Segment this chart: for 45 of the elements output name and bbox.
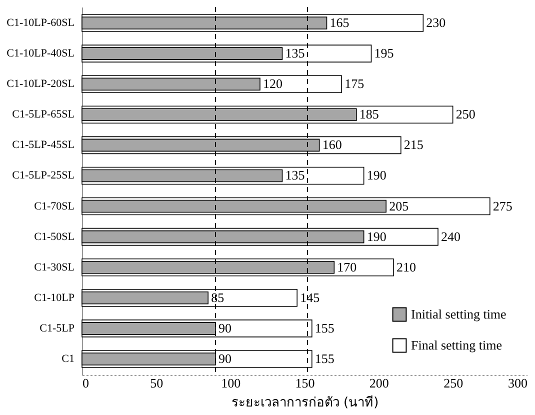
y-tick-label: C1-5LP-25SL xyxy=(12,170,75,182)
data-label: 195 xyxy=(374,46,394,61)
x-axis-title: ระยะเวลาการก่อตัว (นาที) xyxy=(231,394,379,410)
y-tick-label: C1-5LP-45SL xyxy=(12,139,75,152)
data-label: 170 xyxy=(337,259,357,274)
y-tick-label: C1-5LP xyxy=(40,322,74,334)
y-tick-label: C1-5LP-65SL xyxy=(12,108,75,121)
data-label: 250 xyxy=(456,106,476,122)
x-tick-label: 200 xyxy=(369,376,389,390)
x-tick-label: 300 xyxy=(508,376,528,390)
data-label: 185 xyxy=(359,106,379,122)
y-tick-label: C1-70SL xyxy=(34,200,75,212)
y-tick-label: C1-50SL xyxy=(34,230,75,243)
y-tick-label: C1-10LP-60SL xyxy=(6,17,75,30)
data-label: 135 xyxy=(285,168,305,183)
data-label: 190 xyxy=(366,228,386,244)
data-label: 215 xyxy=(404,137,424,152)
data-label: 240 xyxy=(441,228,460,244)
data-label: 230 xyxy=(426,15,446,30)
legend-label: Final setting time xyxy=(411,338,502,352)
data-label: 165 xyxy=(330,15,350,30)
x-tick-label: 250 xyxy=(444,376,464,390)
y-tick-label: C1-10LP-40SL xyxy=(6,48,75,60)
data-label: 160 xyxy=(322,137,342,152)
y-tick-label: C1-30SL xyxy=(34,261,75,274)
y-tick-label: C1 xyxy=(62,352,74,365)
x-tick-label: 150 xyxy=(295,376,315,390)
x-tick-label: 100 xyxy=(221,376,241,390)
data-label: 205 xyxy=(389,198,409,214)
x-tick-label: 50 xyxy=(150,376,164,390)
data-label: 275 xyxy=(492,198,512,214)
data-label: 135 xyxy=(285,46,305,61)
data-label: 175 xyxy=(344,76,364,92)
data-label: 210 xyxy=(396,259,416,274)
y-tick-label: C1-10LP-20SL xyxy=(6,78,75,90)
data-label: 145 xyxy=(300,290,320,305)
data-label: 190 xyxy=(366,168,386,183)
y-tick-label: C1-10LP xyxy=(34,292,74,304)
x-tick-label: 0 xyxy=(82,376,89,390)
data-label: 90 xyxy=(218,320,232,336)
data-label: 155 xyxy=(314,350,334,366)
legend-label: Initial setting time xyxy=(411,306,507,322)
data-label: 155 xyxy=(314,320,334,336)
data-label: 120 xyxy=(263,76,282,92)
data-label: 90 xyxy=(218,350,232,366)
